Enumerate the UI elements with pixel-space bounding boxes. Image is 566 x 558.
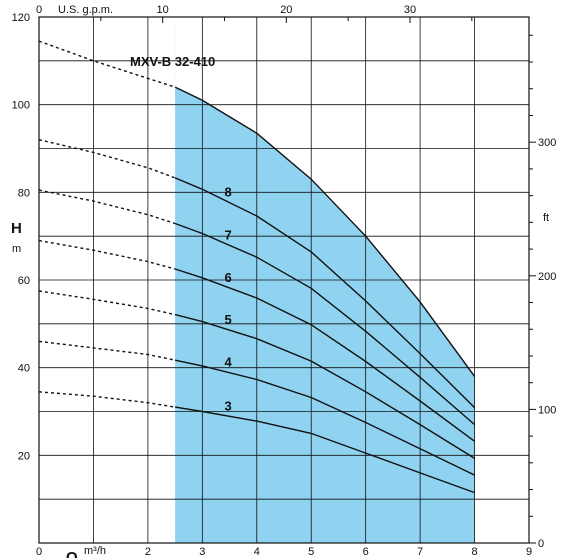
y-axis-unit: m xyxy=(12,243,21,255)
y-tick-label: 60 xyxy=(18,275,30,287)
y2-tick-label: 0 xyxy=(538,538,544,550)
curves xyxy=(38,40,476,494)
x-tick-label: 7 xyxy=(417,546,423,558)
y-tick-label: 120 xyxy=(12,12,30,24)
curve-4 xyxy=(174,359,475,476)
y2-tick-label: 200 xyxy=(538,271,556,283)
y-axis-title: H xyxy=(11,220,22,237)
curve-label-4: 4 xyxy=(225,355,233,370)
chart-title: MXV-B 32-410 xyxy=(130,54,215,69)
x-axis-unit: m³/h xyxy=(84,545,106,557)
curve-7 xyxy=(174,222,476,426)
x2-tick-label: 0 xyxy=(36,4,42,16)
x2-tick-label: 30 xyxy=(404,4,416,16)
y2-axis-title: ft xyxy=(543,212,549,224)
curve-8 xyxy=(174,177,476,409)
y2-tick-label: 300 xyxy=(538,137,556,149)
x-tick-label: 3 xyxy=(199,546,205,558)
x-tick-label: 6 xyxy=(363,546,369,558)
y-tick-label: 20 xyxy=(18,450,30,462)
curve-label-7: 7 xyxy=(225,227,232,242)
x-tick-label: 9 xyxy=(526,546,532,558)
curve-dashed-envelope xyxy=(38,40,176,88)
x-tick-label: 0 xyxy=(36,546,42,558)
x-tick-label: 2 xyxy=(145,546,151,558)
x-tick-label: 4 xyxy=(254,546,260,558)
x2-tick-label: 20 xyxy=(280,4,292,16)
curve-label-6: 6 xyxy=(225,270,232,285)
area-mask xyxy=(175,17,475,377)
y-tick-label: 40 xyxy=(18,363,30,375)
curve-3 xyxy=(174,406,475,494)
curve-dashed-8 xyxy=(38,139,176,179)
x-tick-label: 5 xyxy=(308,546,314,558)
curve-dashed-7 xyxy=(38,189,176,225)
x-axis-title: Q xyxy=(66,549,78,558)
curve-5 xyxy=(174,313,475,459)
y2-tick-label: 100 xyxy=(538,404,556,416)
y-tick-label: 80 xyxy=(18,187,30,199)
curve-dashed-4 xyxy=(38,340,176,361)
curve-envelope xyxy=(174,86,476,377)
labels: 3 4 5 6 7 8 MXV-B 32-410 0 2 3 4 5 6 7 8 9 Q m³/h 0 10 20 30 U… xyxy=(11,4,556,558)
curve-label-8: 8 xyxy=(225,185,232,200)
y-tick-label: 100 xyxy=(12,100,30,112)
x2-tick-label: 10 xyxy=(157,4,169,16)
curve-dashed-3 xyxy=(38,391,176,408)
curve-6 xyxy=(174,268,476,442)
x2-axis-title: U.S. g.p.m. xyxy=(58,4,113,16)
curve-dashed-6 xyxy=(38,239,176,270)
curve-dashed-5 xyxy=(38,290,176,316)
curve-label-5: 5 xyxy=(225,312,232,327)
x-tick-label: 8 xyxy=(471,546,477,558)
plot-frame xyxy=(38,16,530,544)
curve-label-3: 3 xyxy=(225,398,232,413)
